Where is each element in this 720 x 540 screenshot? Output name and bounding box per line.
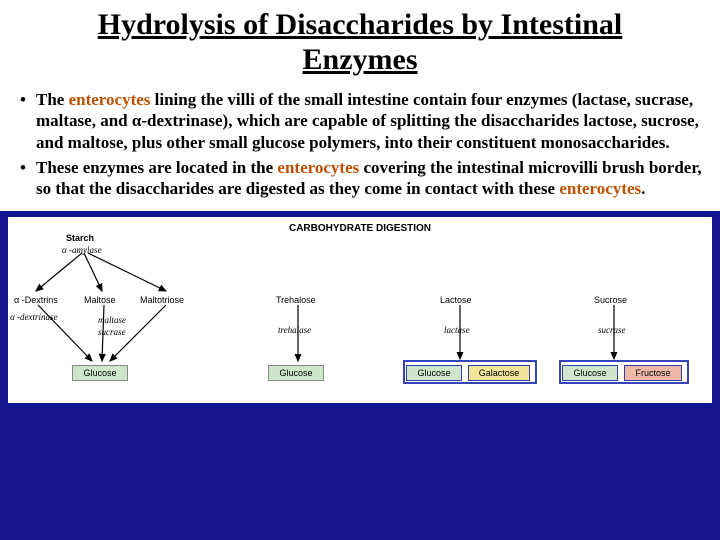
diagram-label: maltase — [98, 315, 126, 325]
b2-pre: These enzymes are located in the — [36, 158, 277, 177]
b2-post: . — [641, 179, 645, 198]
b1-pre: The — [36, 90, 69, 109]
product-box: Galactose — [468, 365, 530, 381]
carb-digestion-diagram: CARBOHYDRATE DIGESTION Starch α -amylase α… — [8, 217, 712, 403]
diagram-label: lactase — [444, 325, 470, 335]
diagram-label: trehalase — [278, 325, 311, 335]
body-text: The enterocytes lining the villi of the … — [0, 83, 720, 211]
bullet-2: These enzymes are located in the enteroc… — [18, 157, 702, 200]
diagram-label: sucrase — [598, 325, 626, 335]
diagram-label: Maltotriose — [140, 295, 184, 305]
diagram-label: Starch — [66, 233, 94, 243]
product-box: Glucose — [562, 365, 618, 381]
diagram-label: Sucrose — [594, 295, 627, 305]
diagram-label: α -Dextrins — [14, 295, 58, 305]
slide: Hydrolysis of Disaccharides by Intestina… — [0, 0, 720, 540]
product-box: Fructose — [624, 365, 682, 381]
product-box: Glucose — [72, 365, 128, 381]
diagram-label: α -amylase — [62, 245, 101, 255]
bullet-1: The enterocytes lining the villi of the … — [18, 89, 702, 153]
diagram-label: sucrase — [98, 327, 126, 337]
diagram-title: CARBOHYDRATE DIGESTION — [12, 223, 708, 234]
product-box: Glucose — [406, 365, 462, 381]
diagram-label: Trehalose — [276, 295, 316, 305]
product-box: Glucose — [268, 365, 324, 381]
b2-em2: enterocytes — [559, 179, 641, 198]
b1-em1: enterocytes — [69, 90, 151, 109]
diagram-label: Lactose — [440, 295, 472, 305]
diagram-label: α -dextrinase — [10, 312, 57, 322]
diagram-label: Maltose — [84, 295, 116, 305]
b2-em1: enterocytes — [277, 158, 359, 177]
slide-title: Hydrolysis of Disaccharides by Intestina… — [0, 0, 720, 83]
